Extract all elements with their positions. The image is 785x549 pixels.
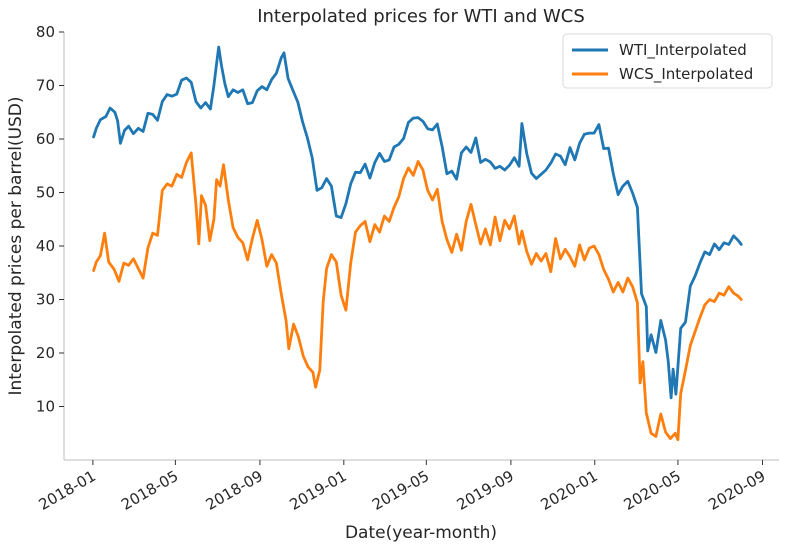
x-ticks: 2018-01 2018-05 2018-09 2019-01 2019-05 2019-… [36, 460, 769, 514]
legend-label: WTI_Interpolated [619, 41, 747, 60]
x-tick-label: 2020-01 [537, 467, 600, 514]
y-tick-label: 10 [36, 398, 55, 416]
legend-label: WCS_Interpolated [619, 65, 753, 84]
x-tick-label: 2019-05 [369, 467, 432, 514]
legend-frame [562, 33, 773, 89]
y-tick-label: 70 [36, 77, 55, 95]
y-tick-label: 60 [36, 130, 55, 148]
series-line-wti [92, 45, 743, 400]
x-tick-label: 2018-05 [118, 467, 181, 514]
series-layer [92, 45, 743, 442]
legend: WTI_Interpolated WCS_Interpolated [562, 33, 773, 89]
x-tick-label: 2020-05 [621, 467, 684, 514]
y-tick-label: 40 [36, 237, 55, 255]
x-tick-label: 2018-01 [36, 467, 99, 514]
y-tick-label: 30 [36, 291, 55, 309]
series-line-wcs [92, 151, 743, 442]
x-tick-label: 2020-09 [705, 467, 768, 514]
y-tick-label: 50 [36, 184, 55, 202]
x-tick-label: 2018-09 [203, 467, 266, 514]
legend-items: WTI_Interpolated WCS_Interpolated [572, 41, 753, 84]
x-axis-title: Date(year-month) [345, 523, 497, 543]
y-tick-label: 20 [36, 344, 55, 362]
y-tick-label: 80 [36, 23, 55, 41]
chart-title: Interpolated prices for WTI and WCS [257, 6, 585, 27]
y-axis-title: Interpolated prices per barrel(USD) [6, 96, 26, 395]
y-ticks: 10 20 30 40 50 60 70 80 [36, 23, 64, 416]
x-tick-label: 2019-01 [287, 467, 350, 514]
x-tick-label: 2019-09 [454, 467, 517, 514]
